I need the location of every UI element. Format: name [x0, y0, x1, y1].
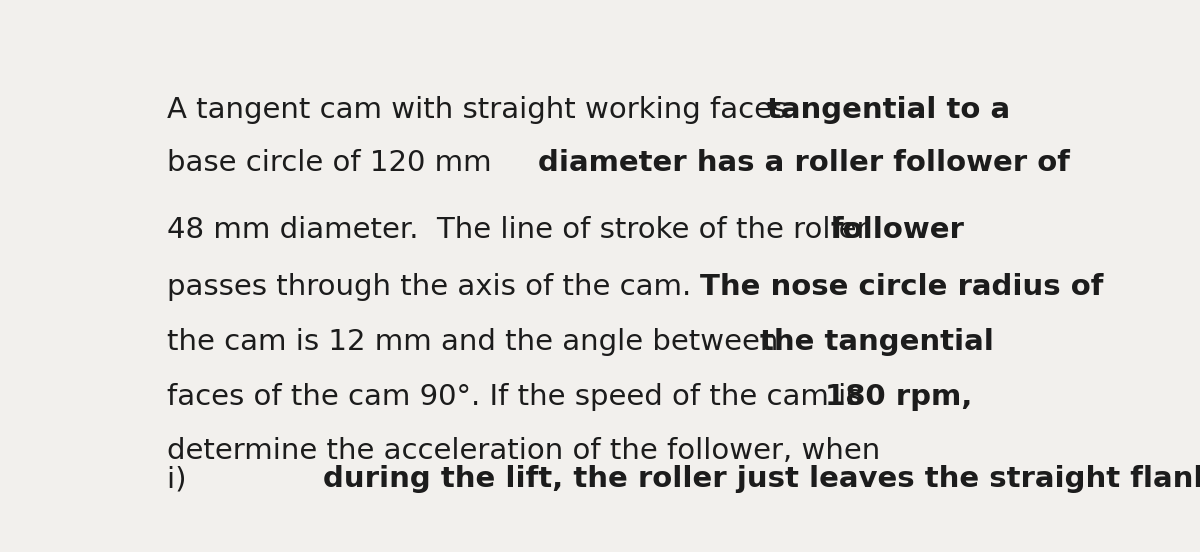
- Text: tangential to a: tangential to a: [767, 95, 1010, 124]
- Text: the tangential: the tangential: [761, 328, 995, 356]
- Text: faces of the cam 90°. If the speed of the cam is: faces of the cam 90°. If the speed of th…: [167, 384, 871, 411]
- Text: determine the acceleration of the follower, when: determine the acceleration of the follow…: [167, 437, 881, 465]
- Text: base circle of 120 mm: base circle of 120 mm: [167, 150, 500, 177]
- Text: the cam is 12 mm and the angle between: the cam is 12 mm and the angle between: [167, 328, 787, 356]
- Text: follower: follower: [830, 216, 964, 245]
- Text: The nose circle radius of: The nose circle radius of: [700, 273, 1104, 301]
- Text: i): i): [167, 465, 223, 493]
- Text: 48 mm diameter.  The line of stroke of the roller: 48 mm diameter. The line of stroke of th…: [167, 216, 878, 245]
- Text: 180 rpm,: 180 rpm,: [824, 384, 972, 411]
- Text: passes through the axis of the cam.: passes through the axis of the cam.: [167, 273, 710, 301]
- Text: A tangent cam with straight working faces: A tangent cam with straight working face…: [167, 95, 797, 124]
- Text: during the lift, the roller just leaves the straight flank.: during the lift, the roller just leaves …: [323, 465, 1200, 493]
- Text: diameter has a roller follower of: diameter has a roller follower of: [539, 150, 1070, 177]
